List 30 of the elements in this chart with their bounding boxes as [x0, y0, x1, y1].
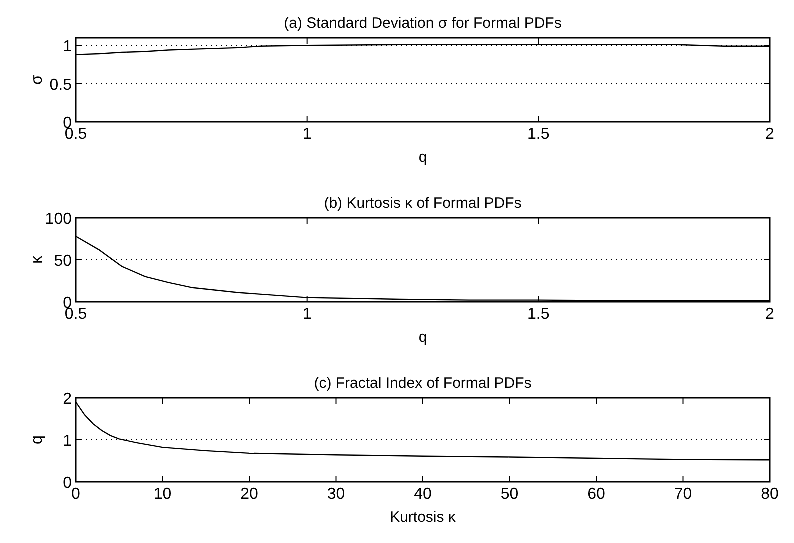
- y-tick-label: 2: [63, 391, 72, 408]
- x-tick-label: 2: [766, 306, 775, 323]
- y-tick-label: 0: [63, 475, 72, 492]
- x-tick-label: 30: [327, 486, 346, 503]
- y-tick-label: 0.5: [50, 76, 72, 94]
- x-tick-label: 70: [674, 486, 692, 503]
- x-tick-label: 1: [302, 126, 312, 143]
- x-tick-label: 80: [761, 486, 779, 503]
- y-axis-title: σ: [29, 74, 46, 85]
- y-axis-title: q: [29, 436, 46, 444]
- y-tick-label: 1: [63, 433, 72, 450]
- x-tick-label: 2: [766, 126, 775, 143]
- x-tick-label: 40: [414, 486, 432, 503]
- chart-title: (b) Kurtosis κ of Formal PDFs: [324, 195, 522, 212]
- y-tick-label: 1: [63, 38, 72, 56]
- x-axis-title: q: [418, 329, 428, 346]
- x-tick-label: 1.5: [528, 306, 550, 323]
- x-tick-label: 1: [302, 306, 312, 323]
- y-tick-label: 50: [54, 253, 72, 270]
- chart-title: (c) Fractal Index of Formal PDFs: [314, 375, 532, 392]
- y-tick-label: 100: [45, 211, 72, 228]
- chart-title: (a) Standard Deviation σ for Formal PDFs: [284, 15, 562, 32]
- x-tick-label: 20: [240, 486, 258, 503]
- x-tick-label: 10: [154, 486, 172, 503]
- x-axis-title: q: [418, 149, 428, 166]
- x-tick-label: 1.5: [528, 126, 550, 143]
- y-axis-title: κ: [29, 255, 46, 264]
- x-tick-label: 50: [500, 486, 519, 503]
- x-axis-title: Kurtosis κ: [390, 509, 456, 526]
- x-tick-label: 60: [588, 486, 606, 503]
